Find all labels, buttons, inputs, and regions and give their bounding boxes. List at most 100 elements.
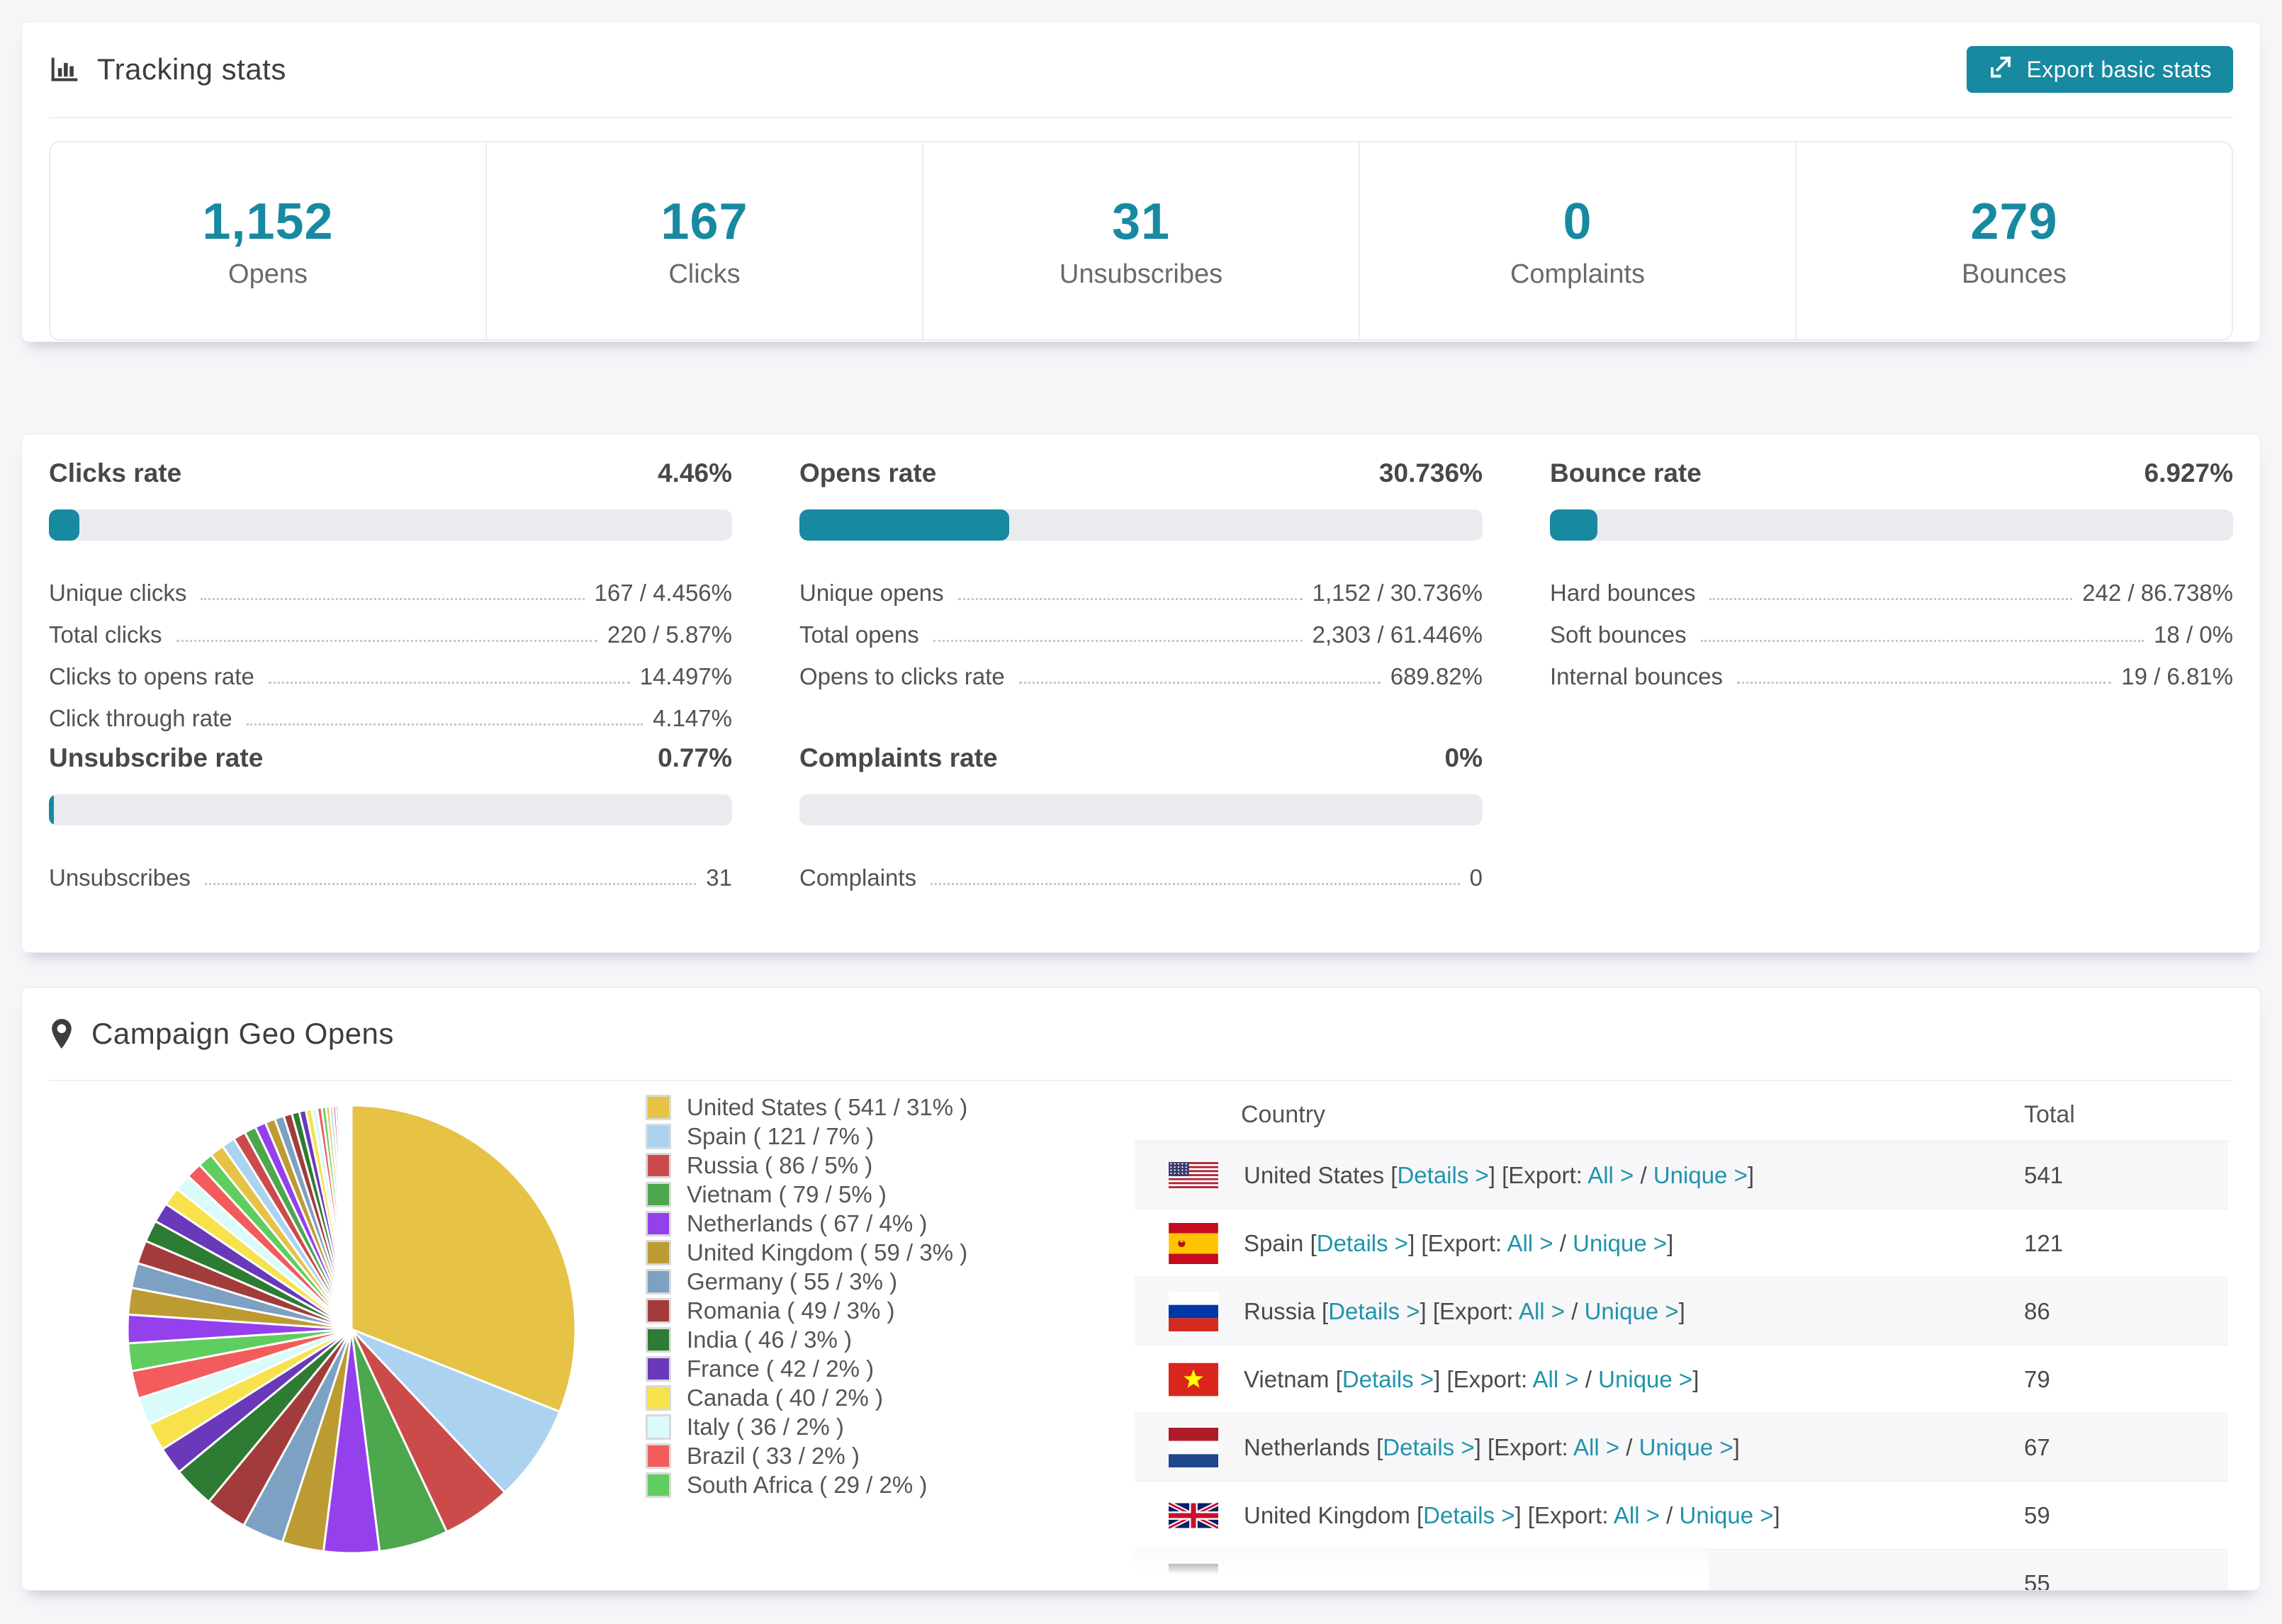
map-pin-icon: [49, 1017, 74, 1050]
geo-table: Country Total United States [Details >] …: [1135, 1088, 2228, 1591]
table-row: United States [Details >] [Export: All >…: [1135, 1141, 2228, 1209]
rate-detail-value: 0: [1469, 864, 1483, 891]
progress-bar-track: [49, 509, 732, 541]
table-row: Germany [Details >] [Export: All > / Uni…: [1135, 1550, 2228, 1591]
legend-color-swatch: [646, 1094, 671, 1120]
legend-color-swatch: [646, 1297, 671, 1324]
export-all-link[interactable]: All >: [1532, 1365, 1579, 1392]
export-all-link[interactable]: All >: [1507, 1229, 1553, 1256]
export-basic-stats-button[interactable]: Export basic stats: [1967, 46, 2233, 93]
legend-item: Vietnam ( 79 / 5% ): [646, 1180, 967, 1209]
export-button-label: Export basic stats: [2026, 56, 2212, 82]
legend-label: Italy ( 36 / 2% ): [687, 1413, 844, 1440]
legend-item: Russia ( 86 / 5% ): [646, 1151, 967, 1180]
export-unique-link[interactable]: Unique >: [1679, 1501, 1774, 1528]
flag-us-icon: [1169, 1158, 1218, 1192]
bracket-text: ]: [1747, 1161, 1755, 1188]
country-cell: Netherlands [Details >] [Export: All > /…: [1244, 1434, 1740, 1461]
export-unique-link[interactable]: Unique >: [1609, 1569, 1704, 1591]
rate-head: Clicks rate 4.46%: [49, 458, 732, 488]
legend-item: Germany ( 55 / 3% ): [646, 1267, 967, 1296]
geo-opens-title-text: Campaign Geo Opens: [91, 1017, 394, 1050]
rate-detail-row: Clicks to opens rate 14.497%: [49, 648, 732, 690]
rate-detail-label: Internal bounces: [1550, 663, 1724, 689]
rate-detail-rows: Hard bounces 242 / 86.738% Soft bounces …: [1550, 565, 2233, 690]
country-cell: United States [Details >] [Export: All >…: [1244, 1162, 1754, 1189]
legend-item: Spain ( 121 / 7% ): [646, 1122, 967, 1151]
legend-label: Russia ( 86 / 5% ): [687, 1151, 873, 1178]
details-link[interactable]: Details >: [1342, 1365, 1434, 1392]
country-name: United Kingdom: [1244, 1501, 1410, 1528]
summary-stat-value: 1,152: [202, 193, 334, 250]
export-unique-link[interactable]: Unique >: [1598, 1365, 1693, 1392]
rate-detail-label: Complaints: [799, 864, 917, 891]
rate-detail-row: Click through rate 4.147%: [49, 690, 732, 732]
dotted-leader: [1018, 682, 1381, 684]
pie-slice[interactable]: [350, 1104, 577, 1413]
legend-color-swatch: [646, 1268, 671, 1295]
export-all-link[interactable]: All >: [1543, 1569, 1590, 1591]
dotted-leader: [1700, 640, 2145, 642]
legend-label: Canada ( 40 / 2% ): [687, 1384, 883, 1411]
export-unique-link[interactable]: Unique >: [1584, 1297, 1679, 1324]
legend-item: United States ( 541 / 31% ): [646, 1093, 967, 1122]
summary-stat-value: 279: [1970, 193, 2058, 250]
export-all-link[interactable]: All >: [1573, 1433, 1620, 1460]
dotted-leader: [1737, 682, 2112, 684]
separator-text: /: [1565, 1297, 1585, 1324]
country-name: Russia: [1244, 1297, 1315, 1324]
pie-slice[interactable]: [350, 1328, 561, 1494]
bracket-text: [: [1369, 1433, 1383, 1460]
country-cell: United Kingdom [Details >] [Export: All …: [1244, 1502, 1780, 1529]
details-link[interactable]: Details >: [1353, 1569, 1445, 1591]
total-cell: 86: [2024, 1297, 2050, 1324]
details-link[interactable]: Details >: [1423, 1501, 1515, 1528]
geo-table-header-row: Country Total: [1135, 1088, 2228, 1141]
legend-label: Germany ( 55 / 3% ): [687, 1268, 898, 1295]
rate-detail-label: Unique clicks: [49, 580, 187, 606]
details-link[interactable]: Details >: [1397, 1161, 1489, 1188]
details-link[interactable]: Details >: [1316, 1229, 1409, 1256]
legend-color-swatch: [646, 1385, 671, 1411]
pie-slice[interactable]: [349, 1104, 353, 1331]
flag-es-icon: [1169, 1222, 1218, 1264]
export-unique-link[interactable]: Unique >: [1573, 1229, 1668, 1256]
details-link[interactable]: Details >: [1383, 1433, 1475, 1460]
legend-label: South Africa ( 29 / 2% ): [687, 1471, 928, 1498]
rate-detail-value: 14.497%: [639, 663, 732, 689]
flag-nl-icon: [1169, 1427, 1218, 1467]
bracket-text: [: [1315, 1297, 1329, 1324]
details-link[interactable]: Details >: [1328, 1297, 1420, 1324]
progress-bar-track: [799, 509, 1483, 541]
legend-item: France ( 42 / 2% ): [646, 1354, 967, 1383]
legend-label: United Kingdom ( 59 / 3% ): [687, 1239, 968, 1265]
legend-color-swatch: [646, 1355, 671, 1382]
country-cell: Spain [Details >] [Export: All > / Uniqu…: [1244, 1230, 1673, 1257]
rate-detail-row: Complaints 0: [799, 850, 1483, 891]
legend-item: South Africa ( 29 / 2% ): [646, 1470, 967, 1499]
geo-table-body: United States [Details >] [Export: All >…: [1135, 1141, 2228, 1591]
flag-de-icon: [1169, 1563, 1218, 1590]
country-name: Netherlands: [1244, 1433, 1370, 1460]
separator-text: /: [1634, 1161, 1653, 1188]
rate-block: Bounce rate 6.927% Hard bounces 242 / 86…: [1550, 458, 2233, 732]
export-all-link[interactable]: All >: [1518, 1297, 1566, 1324]
table-row: Netherlands [Details >] [Export: All > /…: [1135, 1414, 2228, 1482]
rate-detail-value: 242 / 86.738%: [2082, 580, 2233, 606]
rates-grid: Clicks rate 4.46% Unique clicks 167 / 4.…: [22, 434, 2260, 891]
table-row: Spain [Details >] [Export: All > / Uniqu…: [1135, 1209, 2228, 1278]
geo-opens-card: Campaign Geo Opens United States ( 541 /…: [21, 987, 2261, 1591]
rate-detail-label: Opens to clicks rate: [799, 663, 1005, 689]
legend-label: Romania ( 49 / 3% ): [687, 1297, 895, 1324]
bracket-text: ] [Export:: [1514, 1501, 1614, 1528]
export-unique-link[interactable]: Unique >: [1653, 1161, 1748, 1188]
legend-label: Spain ( 121 / 7% ): [687, 1122, 875, 1149]
country-cell: Germany [Details >] [Export: All > / Uni…: [1244, 1570, 1710, 1591]
dotted-leader: [1709, 598, 2073, 600]
export-all-link[interactable]: All >: [1587, 1161, 1634, 1188]
export-unique-link[interactable]: Unique >: [1639, 1433, 1733, 1460]
bracket-text: ]: [1773, 1501, 1780, 1528]
total-cell: 67: [2024, 1433, 2050, 1460]
export-all-link[interactable]: All >: [1613, 1501, 1660, 1528]
